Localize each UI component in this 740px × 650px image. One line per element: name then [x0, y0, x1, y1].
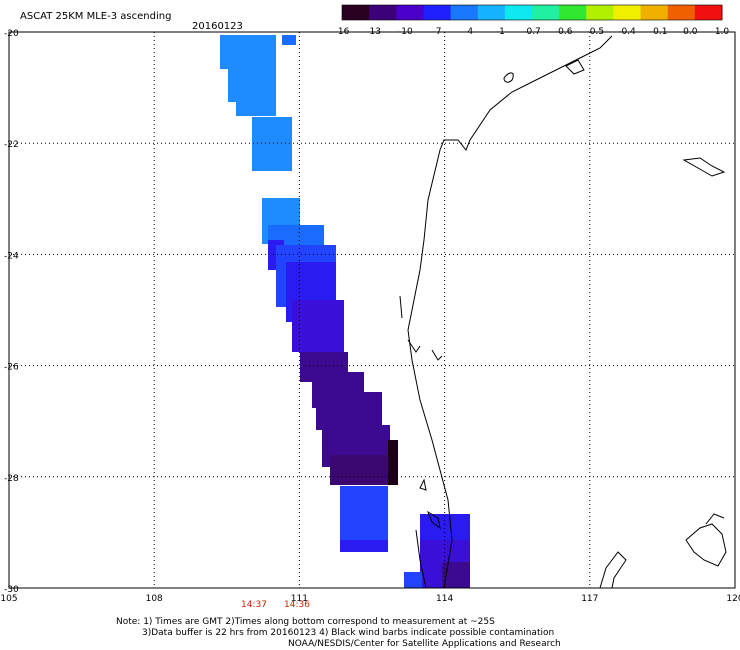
lon-tick-label: 108 [146, 594, 163, 604]
colorbar-segment [504, 5, 533, 20]
swath-cell [388, 440, 398, 485]
map-frame [8, 31, 736, 589]
lat-tick-label: -20 [4, 29, 19, 39]
coastline-segment [407, 339, 421, 353]
lon-tick-label: 105 [0, 594, 17, 604]
colorbar-segment [667, 5, 696, 20]
coastline-segment [399, 295, 403, 319]
coastline-segment [419, 478, 427, 491]
swath-cell [340, 540, 388, 552]
coastline-segment [407, 35, 613, 589]
coastline-segment [705, 513, 725, 525]
swath-cell [330, 455, 388, 485]
coastline-segment [682, 157, 726, 177]
colorbar-segment [694, 5, 723, 20]
colorbar-segment [423, 5, 452, 20]
colorbar-segment [396, 5, 424, 20]
swath-cell [404, 572, 422, 588]
lat-tick-label: -24 [4, 251, 19, 261]
colorbar-segment [532, 5, 560, 20]
colorbar-segment [586, 5, 614, 20]
colorbar-segment [477, 5, 506, 20]
coastline-segment [431, 349, 443, 361]
coastline [399, 35, 727, 589]
swath-cell [228, 68, 276, 102]
swath-cell [282, 35, 296, 45]
data-swath [220, 35, 470, 588]
lon-tick-label: 120 [726, 594, 740, 604]
note-line-1: Note: 1) Times are GMT 2)Times along bot… [116, 617, 495, 627]
coastline-segment [503, 72, 514, 83]
swath-cell [236, 100, 276, 116]
lon-tick-label: 114 [436, 594, 453, 604]
colorbar-segment [613, 5, 642, 20]
product-date: 20160123 [192, 21, 243, 32]
time-label: 14:36 [284, 600, 310, 610]
coastline-segment [685, 523, 727, 567]
colorbar-segment [640, 5, 669, 20]
swath-cell [220, 35, 276, 69]
swath-cell [292, 300, 344, 352]
note-line-2: 3)Data buffer is 22 hrs from 20160123 4)… [142, 628, 555, 638]
colorbar-segment [450, 5, 479, 20]
coastline-segment [565, 59, 585, 75]
lat-tick-label: -28 [4, 474, 19, 484]
product-title: ASCAT 25KM MLE-3 ascending [20, 11, 172, 22]
graticule [9, 32, 735, 588]
colorbar-segment [342, 5, 370, 20]
note-line-3: NOAA/NESDIS/Center for Satellite Applica… [288, 639, 561, 649]
coastline-segment [599, 551, 627, 589]
swath-cell [252, 117, 292, 171]
coastline-segment [426, 510, 441, 530]
coastline-segment [415, 529, 427, 589]
swath-cell [316, 392, 382, 430]
lon-tick-label: 117 [581, 594, 598, 604]
axis-ticks: 105 108 111 114 117 120 -20 -22 -24 -26 -28 -30 14:3… [0, 29, 740, 610]
colorbar-segment [369, 5, 397, 20]
lon-tick-label: 111 [291, 594, 308, 604]
lat-tick-label: -22 [4, 140, 19, 150]
lat-tick-label: -30 [4, 585, 19, 595]
colorbar-outline [341, 4, 723, 21]
time-label: 14:37 [241, 600, 267, 610]
colorbar-segment [559, 5, 587, 20]
lat-tick-label: -26 [4, 363, 19, 373]
